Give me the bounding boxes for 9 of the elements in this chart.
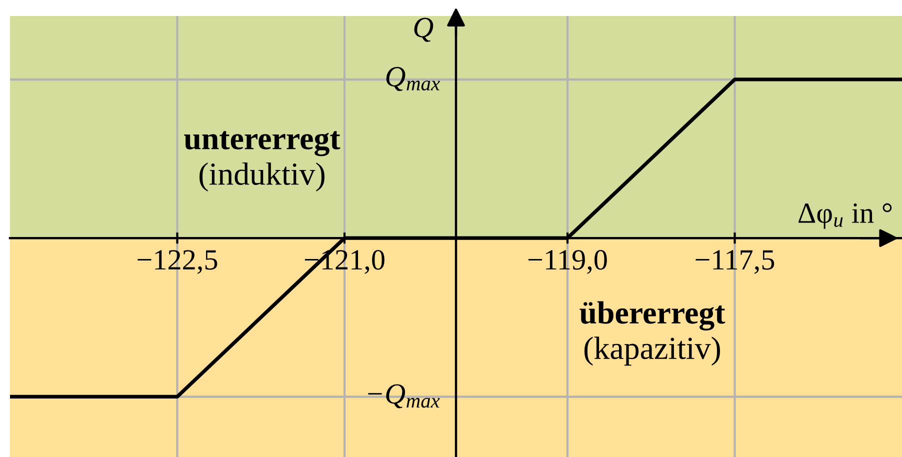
band-label: untererregt (induktiv) — [184, 131, 340, 192]
x-tick-label: −122,5 — [138, 250, 218, 274]
x-axis-title: Δφ$_{u}$ in ° — [798, 203, 892, 229]
x-tick-label: −117,5 — [696, 250, 774, 274]
band-label: übererregt (kapazitiv) — [580, 301, 726, 366]
ref-line-label: −Q$_{max}$ — [368, 384, 440, 408]
ref-line-label: Q$_{max}$ — [386, 66, 440, 91]
x-tick-label: −119,0 — [528, 250, 607, 274]
y-axis-title: Q — [414, 18, 434, 42]
